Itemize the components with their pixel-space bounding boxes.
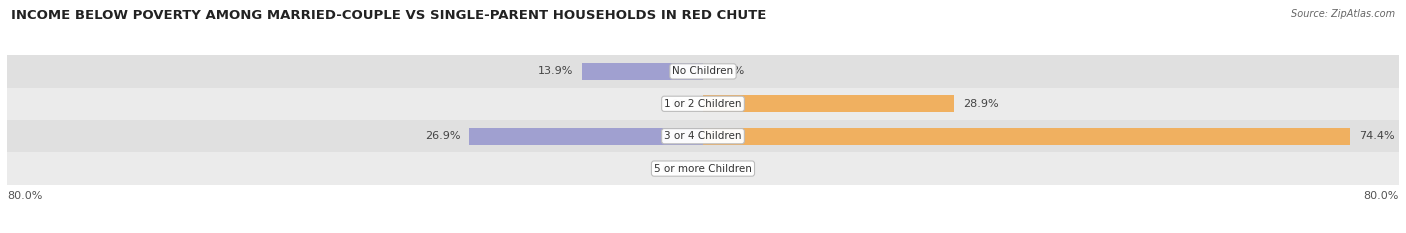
- Text: 80.0%: 80.0%: [1364, 191, 1399, 201]
- Bar: [703, 128, 1350, 145]
- Text: 5 or more Children: 5 or more Children: [654, 164, 752, 174]
- Text: 74.4%: 74.4%: [1360, 131, 1395, 141]
- Text: 28.9%: 28.9%: [963, 99, 998, 109]
- Text: 0.0%: 0.0%: [662, 99, 690, 109]
- Bar: [703, 95, 955, 112]
- Text: INCOME BELOW POVERTY AMONG MARRIED-COUPLE VS SINGLE-PARENT HOUSEHOLDS IN RED CHU: INCOME BELOW POVERTY AMONG MARRIED-COUPL…: [11, 9, 766, 22]
- Text: 26.9%: 26.9%: [425, 131, 460, 141]
- Text: No Children: No Children: [672, 66, 734, 76]
- Bar: [470, 128, 703, 145]
- Text: 80.0%: 80.0%: [7, 191, 42, 201]
- Text: 13.9%: 13.9%: [538, 66, 574, 76]
- Text: 0.0%: 0.0%: [662, 164, 690, 174]
- Bar: [7, 120, 1399, 152]
- Bar: [7, 55, 1399, 88]
- Text: 3 or 4 Children: 3 or 4 Children: [664, 131, 742, 141]
- Text: 0.0%: 0.0%: [716, 66, 744, 76]
- Text: 1 or 2 Children: 1 or 2 Children: [664, 99, 742, 109]
- Bar: [582, 63, 703, 80]
- Text: 0.0%: 0.0%: [716, 164, 744, 174]
- Text: Source: ZipAtlas.com: Source: ZipAtlas.com: [1291, 9, 1395, 19]
- Bar: [7, 152, 1399, 185]
- Legend: Married Couples, Single Parents: Married Couples, Single Parents: [582, 230, 824, 233]
- Bar: [7, 88, 1399, 120]
